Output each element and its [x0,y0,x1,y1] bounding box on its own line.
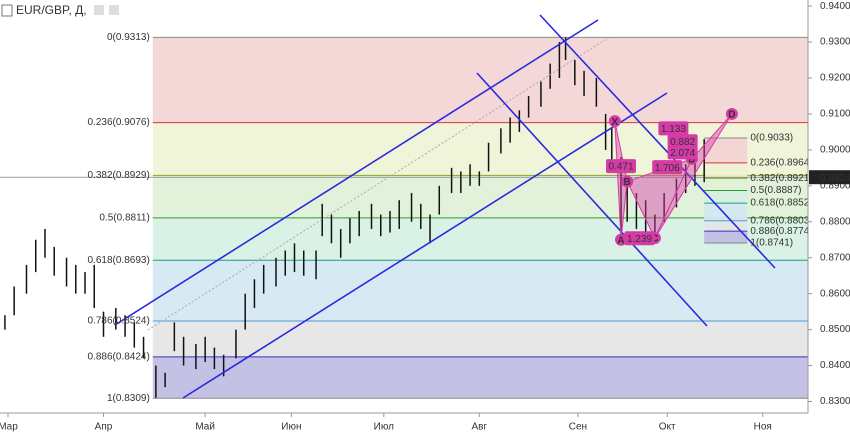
close-icon[interactable] [109,5,119,15]
channel-line [114,19,599,326]
y-tick-label: 0.9300 [820,37,850,48]
fib-band [152,260,809,321]
channel-line [182,92,668,399]
fib-label: 0.5(0.8811) [99,212,149,223]
marks [0,37,808,398]
fib-label: 0.886(0.8424) [88,352,150,363]
fib-label: 0.786(0.8803) [750,215,812,226]
fib-label: 1(0.8309) [107,393,150,404]
fib-band [704,190,748,204]
y-tick-label: 0.8800 [820,216,850,227]
last-price-label: 0.8924 [820,173,850,184]
fib-band [704,231,748,243]
pattern-point-label: D [728,110,735,121]
x-tick-label: Ноя [754,422,772,433]
channel-line [539,14,776,269]
fib-band [704,162,748,179]
y-tick-label: 0.9200 [820,73,850,84]
fib-band [704,203,748,221]
pattern-point [725,107,738,120]
fib-band [152,356,809,399]
fib-label: 1(0.8741) [750,238,793,249]
fib-band [704,220,748,232]
fib-band [152,320,809,357]
symbol-title: EUR/GBP, Д, [16,3,87,17]
trend-line [147,37,609,331]
pattern-point-label: A [617,235,624,246]
x-tick-label: Мар [0,422,18,433]
pattern-fill [614,121,628,240]
ratio-label: 1.133 [661,124,686,135]
fib-label: 0.886(0.8774) [750,226,812,237]
y-tick-label: 0.8400 [820,360,850,371]
fib-label: 0.382(0.8929) [88,170,150,181]
y-tick-label: 0.8900 [820,180,850,191]
fib-band [704,138,748,163]
pattern-point-label: B [624,177,631,188]
y-tick-label: 0.8600 [820,288,850,299]
pattern-point-label: C [651,234,658,245]
x-tick-label: Сен [569,422,587,433]
y-tick-label: 0.8700 [820,252,850,263]
ratio-label: 0.882 [670,137,695,148]
pattern-point [608,115,621,128]
ratio-label: 1.239 [627,234,652,245]
y-tick-label: 0.9100 [820,109,850,120]
pattern-point [615,233,628,246]
pattern-fill [654,113,733,239]
y-tick-label: 0.8300 [820,396,850,407]
x-tick-label: Май [195,422,215,433]
fib-label: 0.236(0.8964) [750,157,812,168]
y-tick-label: 0.9400 [820,1,850,12]
channels [114,14,776,399]
ratio-box [667,145,698,160]
fib-label: 0.236(0.9076) [88,117,150,128]
ratio-label: 2.074 [670,148,695,159]
ratio-box [652,160,683,175]
fib-label: 0.618(0.8693) [88,255,150,266]
axes: 0.9400 0.9300 0.9200 0.9100 0.9000 0.8900 0.88… [0,1,850,433]
settings-icon[interactable] [94,5,104,15]
ratio-box [667,134,698,149]
fib-bands [152,36,809,399]
fib-label: 0.5(0.8887) [750,185,801,196]
fib-label: 0(0.9033) [750,133,793,144]
pattern-point-label: D [688,155,695,166]
pattern-point-label: X [612,117,619,128]
fib-band [704,178,748,191]
channel-line [476,72,708,327]
time-axis [0,413,850,436]
x-tick-label: Окт [659,422,676,433]
x-tick-label: Июл [374,422,394,433]
x-tick-label: Авг [471,422,487,433]
fib-label: 0(0.9313) [107,32,150,43]
fib-label: 0.786(0.8524) [88,316,150,327]
last-price-tag [809,170,850,185]
price-axis [808,0,850,436]
ratio-label: 0.471 [609,162,634,173]
ratio-box [606,159,637,174]
ratio-box [624,231,655,246]
fib-band [152,217,809,261]
pattern-point [621,175,634,188]
y-tick-label: 0.8500 [820,324,850,335]
overlay: 0(0.9313) 0.236(0.9076) 0.382(0.8929) 0.5(0… [88,32,813,404]
fib-band [152,37,809,123]
menu-icon[interactable] [1,4,13,17]
ratio-label: 1.706 [655,163,680,174]
fib-label: 0.382(0.8921) [750,173,812,184]
x-tick-label: Июн [281,422,301,433]
ratio-box [658,121,689,136]
fib-label: 0.618(0.8852) [750,198,812,209]
y-tick-label: 0.9000 [820,145,850,156]
x-tick-label: Апр [95,422,113,433]
